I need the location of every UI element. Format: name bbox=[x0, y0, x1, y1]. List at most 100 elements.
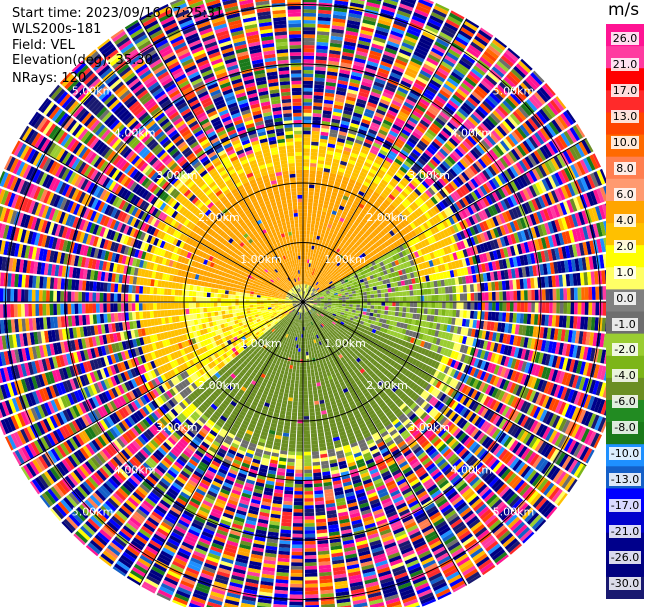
velocity-gate bbox=[352, 168, 361, 175]
velocity-gate bbox=[404, 198, 412, 206]
velocity-gate bbox=[408, 182, 416, 191]
velocity-gate bbox=[303, 127, 311, 131]
velocity-gate bbox=[392, 144, 401, 152]
velocity-gate bbox=[328, 202, 335, 207]
velocity-gate bbox=[330, 213, 336, 219]
velocity-gate bbox=[304, 273, 306, 278]
velocity-gate bbox=[427, 18, 442, 28]
velocity-gate bbox=[317, 289, 321, 293]
velocity-gate bbox=[313, 98, 323, 103]
velocity-gate bbox=[363, 15, 377, 23]
velocity-gate bbox=[358, 268, 364, 273]
velocity-gate bbox=[385, 225, 392, 232]
velocity-gate bbox=[456, 293, 461, 301]
velocity-gate bbox=[328, 279, 332, 283]
velocity-gate bbox=[307, 209, 312, 214]
velocity-gate bbox=[383, 159, 392, 167]
velocity-gate bbox=[377, 19, 392, 27]
velocity-gate bbox=[452, 68, 465, 79]
velocity-gate bbox=[356, 251, 361, 257]
velocity-gate bbox=[479, 103, 491, 114]
velocity-gate bbox=[328, 136, 337, 142]
velocity-gate bbox=[399, 3, 414, 12]
velocity-gate bbox=[492, 110, 504, 122]
velocity-gate bbox=[326, 186, 333, 192]
velocity-gate bbox=[424, 131, 435, 141]
velocity-gate bbox=[319, 280, 323, 285]
velocity-gate bbox=[314, 81, 325, 86]
velocity-gate bbox=[334, 255, 339, 261]
velocity-gate bbox=[519, 175, 528, 187]
velocity-gate bbox=[525, 99, 538, 112]
velocity-gate bbox=[352, 264, 357, 269]
velocity-gate bbox=[344, 310, 349, 314]
velocity-gate bbox=[334, 227, 340, 232]
velocity-gate bbox=[473, 311, 478, 319]
velocity-gate bbox=[470, 178, 479, 188]
velocity-gate bbox=[353, 229, 359, 235]
velocity-gate bbox=[365, 315, 370, 320]
velocity-gate bbox=[317, 13, 332, 18]
velocity-gate bbox=[459, 302, 464, 310]
velocity-gate bbox=[303, 98, 313, 103]
velocity-gate bbox=[570, 287, 575, 300]
velocity-gate bbox=[307, 216, 312, 221]
velocity-gate bbox=[394, 286, 399, 292]
velocity-gate bbox=[353, 281, 358, 286]
velocity-gate bbox=[337, 274, 342, 279]
velocity-gate bbox=[349, 194, 356, 200]
velocity-gate bbox=[334, 260, 339, 265]
velocity-gate bbox=[380, 179, 389, 186]
velocity-gate bbox=[374, 294, 378, 298]
velocity-gate bbox=[426, 85, 438, 95]
velocity-gate bbox=[355, 269, 360, 275]
velocity-gate bbox=[484, 117, 496, 129]
velocity-gate bbox=[362, 291, 367, 296]
velocity-gate bbox=[537, 196, 546, 209]
velocity-gate bbox=[406, 95, 418, 104]
velocity-gate bbox=[563, 302, 568, 314]
velocity-gate bbox=[462, 229, 470, 239]
velocity-gate bbox=[403, 160, 413, 168]
velocity-gate bbox=[538, 108, 551, 122]
velocity-gate bbox=[572, 125, 584, 140]
velocity-gate bbox=[511, 131, 522, 143]
velocity-gate bbox=[579, 159, 590, 174]
velocity-gate bbox=[430, 196, 438, 205]
velocity-gate bbox=[494, 312, 500, 322]
velocity-gate bbox=[473, 176, 482, 186]
velocity-gate bbox=[487, 282, 492, 291]
velocity-gate bbox=[370, 305, 375, 309]
velocity-gate bbox=[343, 44, 356, 51]
velocity-gate bbox=[312, 268, 316, 272]
velocity-gate bbox=[391, 311, 396, 316]
velocity-gate bbox=[327, 284, 331, 288]
velocity-gate bbox=[306, 299, 310, 301]
velocity-gate bbox=[385, 112, 396, 120]
velocity-gate bbox=[333, 275, 338, 279]
velocity-gate bbox=[303, 84, 313, 88]
velocity-gate bbox=[413, 290, 417, 296]
velocity-gate bbox=[416, 44, 430, 53]
velocity-gate bbox=[329, 282, 334, 286]
velocity-gate bbox=[497, 173, 507, 185]
velocity-gate bbox=[535, 182, 544, 195]
velocity-gate bbox=[366, 276, 371, 281]
velocity-gate bbox=[315, 239, 320, 244]
velocity-gate bbox=[374, 112, 385, 119]
velocity-gate bbox=[306, 288, 308, 292]
velocity-gate bbox=[400, 0, 415, 8]
velocity-gate bbox=[378, 129, 388, 136]
velocity-gate bbox=[447, 195, 455, 204]
velocity-gate bbox=[348, 209, 355, 216]
velocity-gate bbox=[320, 128, 330, 133]
velocity-gate bbox=[382, 92, 393, 100]
velocity-gate bbox=[342, 195, 349, 201]
velocity-gate bbox=[374, 158, 383, 166]
velocity-gate bbox=[478, 82, 491, 94]
velocity-gate bbox=[430, 288, 435, 295]
velocity-gate bbox=[361, 314, 366, 319]
velocity-gate bbox=[361, 118, 371, 125]
velocity-gate bbox=[405, 157, 415, 166]
velocity-gate bbox=[439, 148, 449, 158]
